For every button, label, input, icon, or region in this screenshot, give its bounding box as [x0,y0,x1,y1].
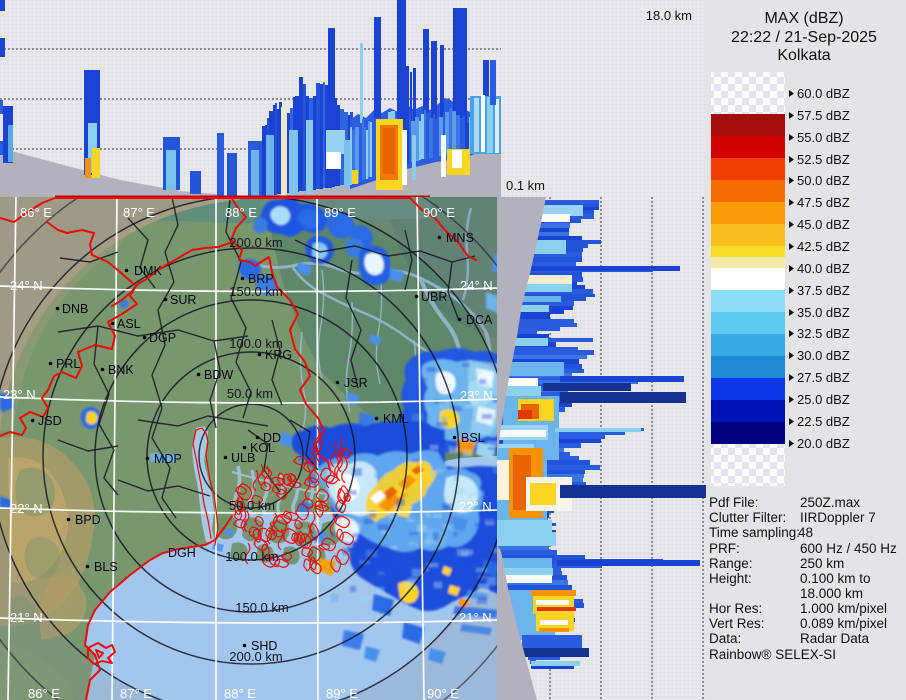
svg-text:25.0 dBZ: 25.0 dBZ [797,392,850,407]
svg-text:ASL: ASL [117,317,141,331]
svg-text:PRL: PRL [56,357,80,371]
svg-text:250Z.max: 250Z.max [800,495,860,510]
svg-text:47.5 dBZ: 47.5 dBZ [797,195,850,210]
svg-text:DGH: DGH [168,546,196,560]
svg-text:ULB: ULB [231,451,255,465]
svg-text:150.0 km: 150.0 km [235,600,288,615]
svg-text:DCA: DCA [466,313,493,327]
svg-text:MAX (dBZ): MAX (dBZ) [764,10,843,27]
svg-text:0.1 km: 0.1 km [506,178,545,193]
svg-text:22° N: 22° N [10,501,43,516]
svg-text:48: 48 [798,525,813,540]
svg-text:0.100 km to: 0.100 km to [800,571,871,586]
svg-text:BPD: BPD [75,513,101,527]
svg-text:Vert Res:: Vert Res: [709,616,765,631]
svg-text:40.0 dBZ: 40.0 dBZ [797,261,850,276]
svg-text:250 km: 250 km [800,556,844,571]
svg-text:Height:: Height: [709,571,752,586]
svg-text:IIRDoppler 7: IIRDoppler 7 [800,510,876,525]
svg-text:600 Hz / 450 Hz: 600 Hz / 450 Hz [800,541,897,556]
svg-text:35.0 dBZ: 35.0 dBZ [797,305,850,320]
svg-text:BDW: BDW [204,368,233,382]
svg-text:50.0 km: 50.0 km [229,498,275,513]
svg-text:89° E: 89° E [324,205,356,220]
svg-text:DD: DD [263,431,281,445]
svg-text:SHD: SHD [251,639,277,653]
svg-text:KOL: KOL [250,441,275,455]
svg-text:23° N: 23° N [460,388,493,403]
svg-text:24° N: 24° N [10,278,43,293]
svg-text:MNS: MNS [446,231,474,245]
svg-text:BLS: BLS [94,560,118,574]
svg-text:20.0 dBZ: 20.0 dBZ [797,436,850,451]
svg-text:21° N: 21° N [459,610,492,625]
svg-text:JSR: JSR [344,376,368,390]
svg-text:150.0 km: 150.0 km [229,284,282,299]
svg-text:86° E: 86° E [28,686,60,700]
svg-text:JSD: JSD [38,414,62,428]
svg-text:KML: KML [383,412,409,426]
svg-text:22.5 dBZ: 22.5 dBZ [797,414,850,429]
svg-text:50.0 km: 50.0 km [227,386,273,401]
svg-text:SUR: SUR [170,293,196,307]
svg-text:BNK: BNK [108,363,134,377]
svg-text:45.0 dBZ: 45.0 dBZ [797,217,850,232]
svg-text:18.000 km: 18.000 km [800,586,863,601]
svg-text:Range:: Range: [709,556,753,571]
svg-text:200.0 km: 200.0 km [229,235,282,250]
svg-text:Radar Data: Radar Data [800,631,870,646]
svg-text:BSL: BSL [461,431,485,445]
svg-text:42.5 dBZ: 42.5 dBZ [797,239,850,254]
svg-text:BRP: BRP [248,272,274,286]
svg-text:22:22 / 21-Sep-2025: 22:22 / 21-Sep-2025 [731,29,877,46]
svg-text:DGP: DGP [149,331,176,345]
svg-text:Hor Res:: Hor Res: [709,601,762,616]
svg-text:Time sampling:: Time sampling: [709,525,800,540]
svg-text:90° E: 90° E [423,205,455,220]
svg-text:KRG: KRG [265,348,292,362]
svg-text:DMK: DMK [134,264,162,278]
svg-text:87° E: 87° E [123,205,155,220]
svg-text:PRF:: PRF: [709,541,740,556]
svg-text:100.0 km: 100.0 km [229,336,282,351]
svg-text:23° N: 23° N [3,387,36,402]
svg-text:86° E: 86° E [20,205,52,220]
svg-text:55.0 dBZ: 55.0 dBZ [797,130,850,145]
svg-text:88° E: 88° E [225,205,257,220]
svg-text:Kolkata: Kolkata [777,47,830,64]
svg-text:32.5 dBZ: 32.5 dBZ [797,326,850,341]
svg-text:200.0 km: 200.0 km [229,649,282,664]
svg-text:52.5 dBZ: 52.5 dBZ [797,152,850,167]
svg-text:87° E: 87° E [120,686,152,700]
svg-text:37.5 dBZ: 37.5 dBZ [797,283,850,298]
svg-text:30.0 dBZ: 30.0 dBZ [797,348,850,363]
svg-text:0.089 km/pixel: 0.089 km/pixel [800,616,887,631]
svg-text:1.000 km/pixel: 1.000 km/pixel [800,601,887,616]
svg-text:18.0 km: 18.0 km [646,8,692,23]
svg-text:57.5 dBZ: 57.5 dBZ [797,108,850,123]
svg-text:Data:: Data: [709,631,741,646]
svg-text:50.0 dBZ: 50.0 dBZ [797,173,850,188]
svg-text:Clutter Filter:: Clutter Filter: [709,510,786,525]
svg-text:22° N: 22° N [459,499,492,514]
svg-text:60.0 dBZ: 60.0 dBZ [797,86,850,101]
svg-text:88° E: 88° E [224,686,256,700]
svg-text:27.5 dBZ: 27.5 dBZ [797,370,850,385]
svg-text:89° E: 89° E [326,686,358,700]
svg-text:DNB: DNB [62,302,88,316]
svg-text:Pdf File:: Pdf File: [709,495,759,510]
svg-text:MDP: MDP [154,452,182,466]
svg-text:UBR: UBR [421,290,447,304]
svg-text:24° N: 24° N [460,278,493,293]
svg-text:100.0 km: 100.0 km [225,549,278,564]
svg-text:21° N: 21° N [10,610,43,625]
svg-text:Rainbow® SELEX-SI: Rainbow® SELEX-SI [709,647,836,662]
svg-text:90° E: 90° E [427,686,459,700]
